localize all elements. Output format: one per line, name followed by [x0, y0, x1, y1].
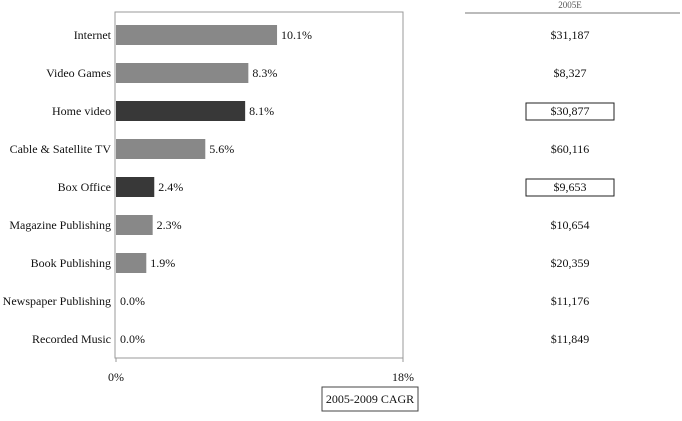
- table-value: $10,654: [551, 218, 590, 232]
- bar: [116, 63, 249, 83]
- y-tick-label: Book Publishing: [31, 256, 111, 270]
- x-tick-label: 0%: [108, 370, 124, 384]
- value-label: 0.0%: [120, 332, 145, 346]
- value-label: 8.3%: [252, 66, 277, 80]
- bar: [116, 25, 278, 45]
- y-tick-label: Internet: [74, 28, 112, 42]
- y-tick-label: Magazine Publishing: [9, 218, 111, 232]
- value-label: 2.3%: [157, 218, 182, 232]
- y-tick-label: Home video: [52, 104, 111, 118]
- table-value: $20,359: [551, 256, 590, 270]
- table-value: $11,176: [551, 294, 590, 308]
- y-tick-label: Video Games: [46, 66, 111, 80]
- table-value: $31,187: [551, 28, 590, 42]
- plot-frame: [114, 11, 404, 359]
- table-highlight: [525, 178, 615, 197]
- y-tick-label: Newspaper Publishing: [3, 294, 111, 308]
- table-value: $60,116: [551, 142, 590, 156]
- bar: [116, 139, 206, 159]
- value-label: 5.6%: [209, 142, 234, 156]
- x-label-box: [321, 386, 419, 412]
- bar: [116, 177, 155, 197]
- table-value: $9,653: [554, 180, 587, 194]
- value-label: 0.0%: [120, 294, 145, 308]
- y-tick-label: Box Office: [58, 180, 111, 194]
- bar: [116, 215, 153, 235]
- table-header: 2005E: [558, 0, 582, 10]
- value-label: 2.4%: [158, 180, 183, 194]
- y-tick-label: Recorded Music: [32, 332, 111, 346]
- table-value: $8,327: [554, 66, 587, 80]
- table-value: $30,877: [551, 104, 590, 118]
- value-label: 10.1%: [281, 28, 312, 42]
- bar: [116, 101, 246, 121]
- x-tick-label: 18%: [392, 370, 414, 384]
- bar: [116, 253, 147, 273]
- table-highlight: [525, 102, 615, 121]
- value-label: 8.1%: [249, 104, 274, 118]
- y-tick-label: Cable & Satellite TV: [10, 142, 112, 156]
- table-value: $11,849: [551, 332, 590, 346]
- value-label: 1.9%: [150, 256, 175, 270]
- x-axis-label: 2005-2009 CAGR: [326, 392, 414, 406]
